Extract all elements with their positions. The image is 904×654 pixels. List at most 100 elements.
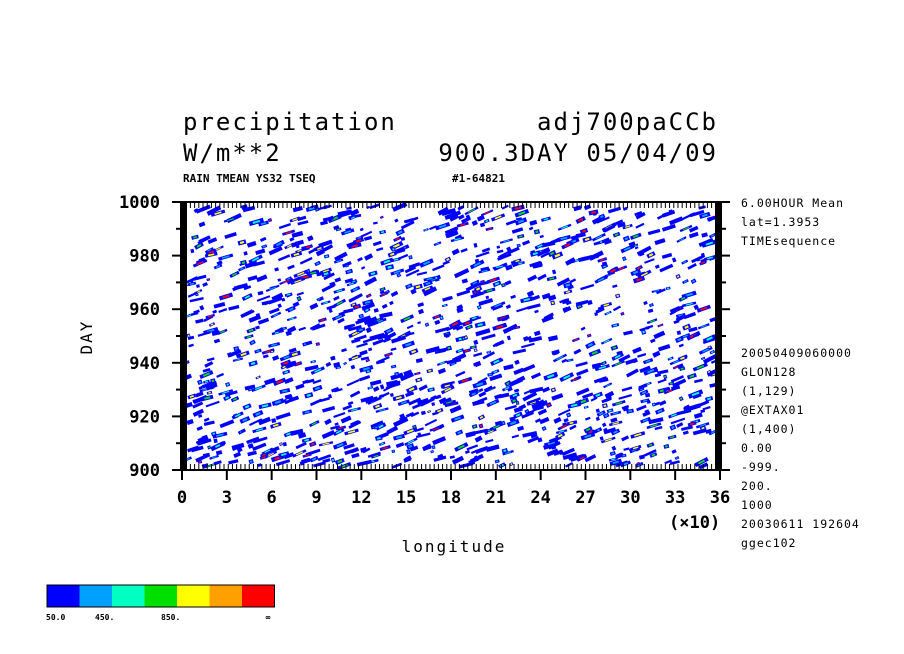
precip-cell-core <box>489 400 497 406</box>
precip-cell <box>422 443 432 452</box>
precip-cell <box>427 410 432 414</box>
precip-cell <box>705 395 714 402</box>
precip-cell <box>211 330 221 336</box>
precip-cell <box>233 283 249 291</box>
precip-cell <box>392 201 408 212</box>
precip-cell <box>472 380 488 389</box>
precip-cell <box>328 308 333 313</box>
precip-cell-outer <box>687 262 697 270</box>
precip-cell <box>566 358 574 363</box>
precip-cell <box>699 259 708 266</box>
precip-cell-outer <box>266 446 280 455</box>
precip-cell <box>473 242 478 248</box>
precip-cell <box>359 227 364 232</box>
precip-cell-core <box>635 277 643 282</box>
precip-cell-outer <box>573 348 582 355</box>
precip-cell <box>388 380 401 386</box>
precip-cell-core <box>276 379 283 384</box>
precip-cell <box>383 327 394 336</box>
precip-cell <box>577 299 589 306</box>
precip-cell <box>654 238 666 246</box>
precip-cell-outer <box>453 268 470 279</box>
precip-cell <box>261 348 275 355</box>
precip-cell <box>347 401 354 406</box>
precip-cell <box>389 300 394 306</box>
precip-cell <box>513 258 522 264</box>
precip-cell <box>357 257 363 262</box>
precip-cell <box>205 382 218 391</box>
precip-cell-outer <box>529 386 544 394</box>
precip-cell <box>527 274 538 282</box>
precip-cell <box>238 266 246 272</box>
precip-cell-outer <box>637 352 647 358</box>
precip-cell <box>514 208 530 218</box>
precip-cell-outer <box>333 295 340 301</box>
precip-cell <box>520 296 534 304</box>
precip-cell <box>604 310 612 316</box>
precip-cell <box>332 427 345 437</box>
precip-cell-outer <box>634 211 643 217</box>
precip-cell-core <box>193 236 197 239</box>
precip-cell <box>393 433 405 441</box>
precip-cell <box>261 447 274 455</box>
precip-cell <box>309 441 317 448</box>
precip-cell <box>637 269 652 279</box>
precip-cell <box>446 323 461 332</box>
precip-cell-core <box>495 324 504 329</box>
precip-cell <box>332 440 348 450</box>
precip-cell-core <box>306 245 311 249</box>
precip-cell <box>417 308 425 315</box>
precip-cell-outer <box>420 410 426 416</box>
precip-cell <box>365 293 372 299</box>
precip-cell <box>297 220 309 226</box>
precip-cell-outer <box>205 382 218 391</box>
precip-cell <box>372 221 378 225</box>
precip-cell <box>277 303 282 309</box>
info-line: ggec102 <box>741 536 796 550</box>
precip-cell-outer <box>595 408 600 413</box>
precip-cell <box>429 225 438 231</box>
precip-cell-outer <box>603 427 617 435</box>
precip-cell <box>699 211 711 219</box>
precip-cell-core <box>435 242 440 245</box>
precip-cell <box>295 248 304 254</box>
precip-cell <box>302 342 308 347</box>
precip-cell-outer <box>481 247 491 253</box>
precip-cell <box>311 323 326 331</box>
precip-cell <box>198 414 203 418</box>
precip-cell <box>621 435 630 442</box>
precip-cell-core <box>565 290 571 294</box>
precip-cell-core <box>392 365 395 368</box>
precip-cell-core <box>354 305 360 309</box>
precip-cell-core <box>551 301 554 305</box>
precip-cell-outer <box>404 216 419 224</box>
precip-cell <box>403 427 418 436</box>
precip-cell-outer <box>359 349 368 356</box>
precip-cell-outer <box>473 352 483 357</box>
precip-cell-core <box>542 427 546 430</box>
precip-cell <box>457 376 473 385</box>
precip-cell <box>530 372 542 380</box>
precip-cell <box>669 460 680 465</box>
precip-cell <box>240 259 247 266</box>
precip-cell <box>247 450 257 457</box>
precip-cell-core <box>227 218 235 222</box>
precip-cell-outer <box>526 290 535 298</box>
precip-cell <box>341 348 347 353</box>
precip-cell-outer <box>628 241 636 248</box>
precip-cell <box>700 356 706 361</box>
precip-cell <box>367 385 374 390</box>
precip-cell-core <box>598 365 607 370</box>
precip-cell <box>611 360 626 368</box>
precip-cell <box>445 229 459 239</box>
precip-cell-outer <box>198 414 203 418</box>
precip-cell <box>639 389 649 396</box>
precip-cell <box>204 247 214 254</box>
precip-cell <box>197 435 208 443</box>
precip-cell-core <box>286 432 291 436</box>
precip-cell-outer <box>478 391 487 398</box>
precip-cell-core <box>366 359 369 362</box>
precip-cell <box>561 298 570 305</box>
precip-cell-outer <box>603 224 616 233</box>
precip-cell <box>526 290 535 298</box>
